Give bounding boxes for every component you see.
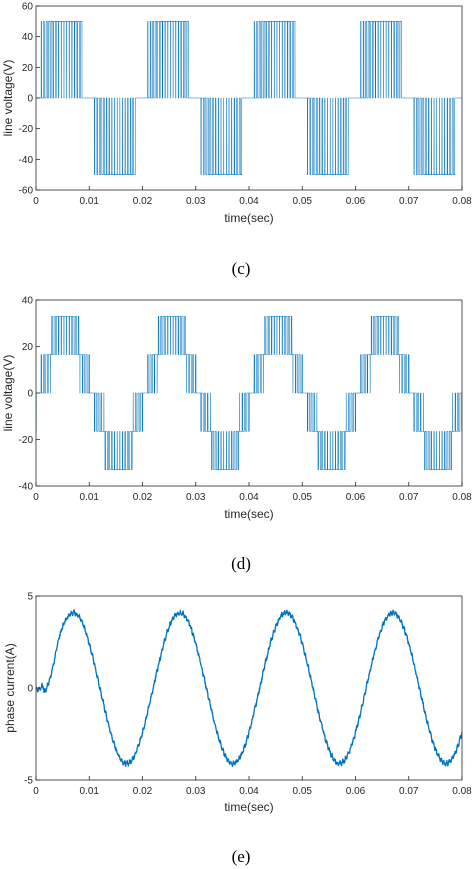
y-tick-label: 20 [22,342,34,353]
chart-d: 0 0.01 0.02 0.03 0.04 0.05 0.06 0.07 0.08 40200-… [1,296,472,574]
y-tick-label: 20 [22,63,34,74]
chart-d-axes-box [35,299,463,487]
x-tick-label: 0.05 [293,786,313,797]
x-tick-label: 0.02 [133,492,153,503]
chart-e: 0 0.01 0.02 0.03 0.04 0.05 0.06 0.07 0.08 50-5 t… [3,592,472,867]
chart-e-current-trace [36,609,462,768]
x-tick-label: 0.02 [133,196,153,207]
chart-e-x-label: time(sec) [224,800,273,814]
chart-c-caption: (c) [232,259,251,278]
y-tick-label: 40 [22,296,34,307]
x-tick-label: 0.08 [452,786,472,797]
x-tick-label: 0.05 [293,196,313,207]
y-tick-label: -60 [19,186,34,197]
y-tick-label: 40 [22,32,34,43]
chart-c: 0 0.01 0.02 0.03 0.04 0.05 0.06 0.07 0.08 60 40 20… [1,2,472,279]
x-tick-label: 0.06 [346,492,366,503]
y-tick-label: -20 [19,124,34,135]
x-tick-label: 0.03 [186,786,206,797]
y-tick-label: -40 [19,482,34,493]
x-tick-label: 0.03 [186,492,206,503]
chart-d-caption: (d) [231,554,251,573]
x-tick-label: 0.02 [133,786,153,797]
y-tick-label: 0 [27,684,33,695]
chart-d-voltage-trace [36,315,462,471]
x-tick-label: 0.06 [346,196,366,207]
y-tick-label: -5 [24,776,33,787]
chart-c-x-label: time(sec) [224,211,273,225]
chart-e-x-ticks: 0 0.01 0.02 0.03 0.04 0.05 0.06 0.07 0.08 [33,776,472,797]
x-tick-label: 0.01 [80,196,100,207]
x-tick-label: 0.05 [293,492,313,503]
y-tick-label: 5 [27,592,33,603]
chart-e-y-label: phase current(A) [3,643,17,732]
x-tick-label: 0 [33,492,39,503]
x-tick-label: 0.04 [239,492,259,503]
chart-e-caption: (e) [232,847,251,866]
x-tick-label: 0 [33,786,39,797]
series-line [36,609,462,768]
x-tick-label: 0.01 [80,492,100,503]
x-tick-label: 0.08 [452,196,472,207]
y-tick-label: -40 [19,155,34,166]
x-tick-label: 0.07 [399,492,419,503]
y-tick-label: 0 [27,389,33,400]
chart-c-y-label: line voltage(V) [1,60,15,137]
chart-d-x-label: time(sec) [224,507,273,521]
x-tick-label: 0.04 [239,786,259,797]
x-tick-label: 0.03 [186,196,206,207]
y-tick-label: -20 [19,435,34,446]
series-line [36,315,462,471]
y-tick-label: 0 [27,94,33,105]
y-tick-label: 60 [22,2,34,13]
x-tick-label: 0.06 [346,786,366,797]
chart-d-y-ticks: 40 20 0 -20 -40 [19,296,40,493]
x-tick-label: 0.07 [399,196,419,207]
chart-e-y-ticks: 5 0 -5 [24,592,40,787]
chart-c-voltage-trace [36,21,462,175]
chart-c-x-ticks: 0 0.01 0.02 0.03 0.04 0.05 0.06 0.07 0.08 [33,186,472,207]
series-line [36,21,462,175]
x-tick-label: 0.04 [239,196,259,207]
x-tick-label: 0.07 [399,786,419,797]
chart-d-y-label: line voltage(V) [1,355,15,432]
x-tick-label: 0.08 [452,492,472,503]
x-tick-label: 0 [33,196,39,207]
x-tick-label: 0.01 [80,786,100,797]
chart-c-y-ticks: 60 40 20 0 -20 -40 -60 [19,2,40,197]
chart-d-x-ticks: 0 0.01 0.02 0.03 0.04 0.05 0.06 0.07 0.08 [33,482,472,503]
